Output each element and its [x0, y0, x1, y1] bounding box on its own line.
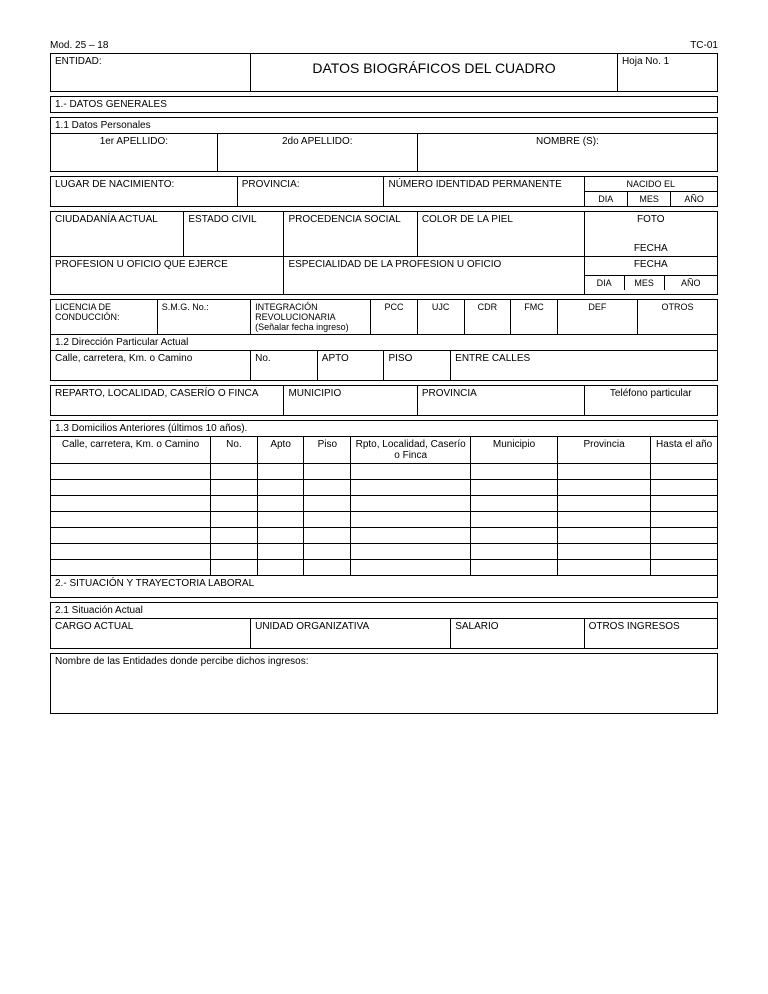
entidad-label: ENTIDAD:: [51, 54, 251, 92]
h-prov: Provincia: [557, 437, 650, 464]
section11-header: 1.1 Datos Personales: [51, 118, 718, 134]
nombre-ent-label: Nombre de las Entidades donde percibe di…: [51, 654, 718, 714]
section12-header: 1.2 Dirección Particular Actual: [51, 335, 718, 351]
h-mun: Municipio: [471, 437, 558, 464]
estado-civil-label: ESTADO CIVIL: [184, 212, 284, 257]
especialidad-label: ESPECIALIDAD DE LA PROFESION U OFICIO: [284, 257, 584, 295]
lugar-nac-label: LUGAR DE NACIMIENTO:: [51, 177, 238, 207]
fecha-label: FECHA: [584, 257, 717, 276]
apellido2-label: 2do APELLIDO:: [217, 134, 417, 172]
cargo-label: CARGO ACTUAL: [51, 619, 251, 649]
h-calle: Calle, carretera, Km. o Camino: [51, 437, 211, 464]
h-apto: Apto: [257, 437, 304, 464]
provincia-label: PROVINCIA:: [237, 177, 384, 207]
unidad-label: UNIDAD ORGANIZATIVA: [251, 619, 451, 649]
cdr-label: CDR: [464, 300, 511, 335]
integracion-label: INTEGRACIÓN REVOLUCIONARIA (Señalar fech…: [251, 300, 371, 335]
mes-label: MES: [627, 192, 670, 207]
h-piso: Piso: [304, 437, 351, 464]
apto-label: APTO: [317, 351, 384, 381]
table-row[interactable]: [51, 496, 211, 512]
salario-label: SALARIO: [451, 619, 584, 649]
smg-label: S.M.G. No.:: [157, 300, 250, 335]
apellido1-label: 1er APELLIDO:: [51, 134, 218, 172]
def-label: DEF: [557, 300, 637, 335]
section2-header: 2.- SITUACIÓN Y TRAYECTORIA LABORAL: [51, 576, 718, 598]
table-row[interactable]: [51, 528, 211, 544]
mes2: MES: [624, 276, 664, 290]
section13-header: 1.3 Domicilios Anteriores (últimos 10 añ…: [51, 421, 718, 437]
profesion-label: PROFESION U OFICIO QUE EJERCE: [51, 257, 284, 295]
h-rpto: Rpto, Localidad, Caserío o Finca: [351, 437, 471, 464]
table-row[interactable]: [51, 560, 211, 576]
otros-label: OTROS: [637, 300, 717, 335]
h-hasta: Hasta el año: [651, 437, 718, 464]
section1-header: 1.- DATOS GENERALES: [51, 97, 718, 113]
h-no: No.: [211, 437, 258, 464]
ano2: AÑO: [664, 276, 717, 290]
ujc-label: UJC: [417, 300, 464, 335]
color-piel-label: COLOR DE LA PIEL: [417, 212, 584, 257]
ano-label: AÑO: [671, 192, 718, 207]
form-title: DATOS BIOGRÁFICOS DEL CUADRO: [251, 54, 618, 92]
table-row[interactable]: [51, 512, 211, 528]
num-id-label: NÚMERO IDENTIDAD PERMANENTE: [384, 177, 584, 207]
pcc-label: PCC: [371, 300, 418, 335]
table-row[interactable]: [51, 480, 211, 496]
hoja-label: Hoja No. 1: [617, 54, 717, 92]
calle-label: Calle, carretera, Km. o Camino: [51, 351, 251, 381]
mod-label: Mod. 25 – 18: [50, 40, 108, 51]
table-row[interactable]: [51, 544, 211, 560]
tc-label: TC-01: [690, 40, 718, 51]
nombres-label: NOMBRE (S):: [417, 134, 717, 172]
telefono-label: Teléfono particular: [584, 386, 717, 416]
nacido-label: NACIDO EL: [584, 177, 717, 192]
licencia-label: LICENCIA DE CONDUCCIÓN:: [51, 300, 158, 335]
otros-ing-label: OTROS INGRESOS: [584, 619, 717, 649]
table-row[interactable]: [51, 464, 211, 480]
dia2: DIA: [585, 276, 625, 290]
municipio-label: MUNICIPIO: [284, 386, 417, 416]
procedencia-label: PROCEDENCIA SOCIAL: [284, 212, 417, 257]
provincia2-label: PROVINCIA: [417, 386, 584, 416]
piso-label: PISO: [384, 351, 451, 381]
dia-label: DIA: [584, 192, 627, 207]
fmc-label: FMC: [511, 300, 558, 335]
section21-header: 2.1 Situación Actual: [51, 603, 718, 619]
reparto-label: REPARTO, LOCALIDAD, CASERÍO O FINCA: [51, 386, 284, 416]
header-table: ENTIDAD: DATOS BIOGRÁFICOS DEL CUADRO Ho…: [50, 53, 718, 92]
ciudadania-label: CIUDADANÍA ACTUAL: [51, 212, 184, 257]
no-label: No.: [251, 351, 318, 381]
foto-label: FOTO FECHA: [584, 212, 717, 257]
entre-label: ENTRE CALLES: [451, 351, 718, 381]
